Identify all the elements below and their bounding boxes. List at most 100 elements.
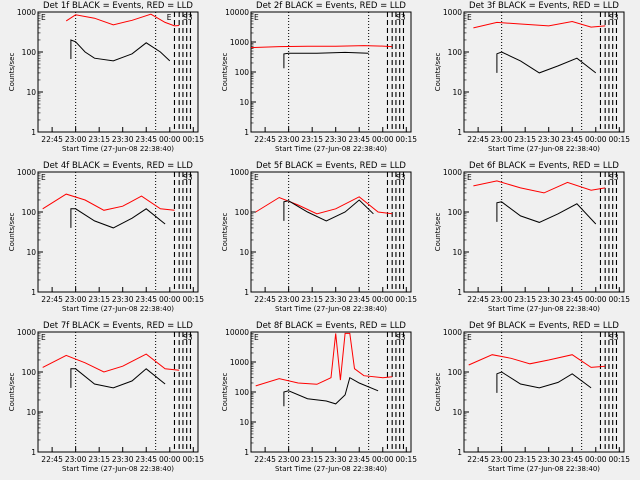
x-tick-label: 22:45 [254, 295, 276, 304]
x-tick-label: 23:45 [135, 295, 157, 304]
y-tick-label: 1000 [230, 38, 249, 47]
y-tick-label: 1000 [230, 358, 249, 367]
x-tick-label: 23:00 [278, 455, 300, 464]
y-tick-label: 1000 [443, 328, 462, 337]
y-axis-label: Counts/sec [434, 213, 442, 252]
y-tick-label: 1000 [17, 168, 36, 177]
y-tick-label: 10 [26, 88, 36, 97]
y-tick-label: 1 [457, 128, 462, 137]
x-tick-label: 23:30 [538, 295, 560, 304]
series-red-line [473, 20, 606, 29]
x-axis-label: Start Time (27-Jun-08 22:38:40) [488, 145, 600, 153]
marker-label: E [254, 173, 259, 182]
y-tick-label: 100 [448, 208, 463, 217]
x-axis-label: Start Time (27-Jun-08 22:38:40) [62, 305, 174, 313]
x-tick-label: 00:15 [182, 455, 204, 464]
x-tick-label: 00:15 [182, 135, 204, 144]
y-tick-label: 10 [239, 248, 249, 257]
y-tick-label: 10 [239, 418, 249, 427]
x-tick-label: 23:15 [514, 135, 536, 144]
x-tick-label: 23:00 [65, 295, 87, 304]
x-tick-label: 23:15 [88, 135, 110, 144]
marker-label: S3 [183, 333, 193, 342]
x-tick-label: 00:00 [372, 455, 394, 464]
marker-label: E [467, 173, 472, 182]
y-tick-label: 10 [239, 98, 249, 107]
x-tick-label: 23:45 [135, 135, 157, 144]
x-tick-label: 23:15 [88, 455, 110, 464]
x-tick-label: 00:00 [159, 135, 181, 144]
y-tick-label: 10 [452, 88, 462, 97]
x-tick-label: 23:00 [491, 455, 513, 464]
chart-panel-7: Det 7f BLACK = Events, RED = LLD 1 10 100 10… [8, 321, 204, 473]
x-tick-label: 00:15 [608, 455, 630, 464]
chart-title: Det 6f BLACK = Events, RED = LLD [469, 161, 619, 171]
x-tick-label: 23:15 [301, 295, 323, 304]
chart-title: Det 7f BLACK = Events, RED = LLD [43, 321, 193, 331]
y-tick-label: 100 [235, 68, 250, 77]
y-axis-label: Counts/sec [434, 373, 442, 412]
marker-label: S3 [396, 13, 406, 22]
x-tick-label: 23:45 [561, 455, 583, 464]
chart-panel-2: Det 2f BLACK = Events, RED = LLD 1 10 100 10… [221, 1, 417, 153]
x-axis-label: Start Time (27-Jun-08 22:38:40) [62, 465, 174, 473]
x-tick-label: 00:00 [585, 135, 607, 144]
y-tick-label: 10 [452, 248, 462, 257]
x-tick-label: 23:00 [491, 295, 513, 304]
chart-title: Det 8f BLACK = Events, RED = LLD [256, 321, 406, 331]
series-red-line [255, 332, 393, 387]
marker-label: E [467, 333, 472, 342]
y-tick-label: 1 [457, 288, 462, 297]
x-tick-label: 23:30 [112, 295, 134, 304]
marker-label: S3 [609, 173, 619, 182]
y-tick-label: 1 [31, 448, 36, 457]
series-black-line [70, 208, 166, 229]
y-tick-label: 100 [22, 48, 37, 57]
x-tick-label: 23:00 [65, 455, 87, 464]
x-tick-label: 23:00 [278, 135, 300, 144]
y-tick-label: 1 [244, 448, 249, 457]
chart-title: Det 9f BLACK = Events, RED = LLD [469, 321, 619, 331]
marker-label: E [41, 333, 46, 342]
x-tick-label: 23:30 [325, 135, 347, 144]
chart-title: Det 3f BLACK = Events, RED = LLD [469, 1, 619, 11]
x-tick-label: 23:30 [538, 455, 560, 464]
y-tick-label: 10 [26, 248, 36, 257]
x-tick-label: 00:00 [585, 295, 607, 304]
marker-label: S3 [609, 13, 619, 22]
series-red-line [255, 196, 393, 215]
marker-label: S3 [396, 333, 406, 342]
y-axis-label: Counts/sec [221, 213, 229, 252]
y-axis-label: Counts/sec [8, 373, 16, 412]
y-axis-label: Counts/sec [434, 53, 442, 92]
y-tick-label: 10000 [225, 328, 249, 337]
chart-panel-9: Det 9f BLACK = Events, RED = LLD 1 10 100 10… [434, 321, 630, 473]
y-tick-label: 1 [244, 288, 249, 297]
x-tick-label: 23:45 [348, 135, 370, 144]
x-tick-label: 23:30 [325, 295, 347, 304]
x-tick-label: 23:30 [538, 135, 560, 144]
series-red-line [250, 45, 393, 49]
x-tick-label: 23:15 [514, 455, 536, 464]
x-tick-label: 23:00 [491, 135, 513, 144]
plot-frame [463, 11, 625, 133]
chart-title: Det 1f BLACK = Events, RED = LLD [43, 1, 193, 11]
y-tick-label: 100 [22, 368, 37, 377]
marker-label: S3 [183, 173, 193, 182]
series-black-line [70, 368, 166, 389]
x-tick-label: 22:45 [254, 455, 276, 464]
x-tick-label: 22:45 [41, 135, 63, 144]
series-black-line [70, 39, 171, 62]
series-red-line [42, 353, 180, 373]
x-tick-label: 22:45 [467, 295, 489, 304]
y-tick-label: 100 [448, 48, 463, 57]
marker-label: E [254, 13, 259, 22]
x-tick-label: 23:00 [278, 295, 300, 304]
plot-frame [250, 171, 412, 293]
y-tick-label: 100 [448, 368, 463, 377]
y-tick-label: 1000 [443, 8, 462, 17]
x-tick-label: 22:45 [41, 455, 63, 464]
plot-frame [463, 171, 625, 293]
chart-title: Det 4f BLACK = Events, RED = LLD [43, 161, 193, 171]
